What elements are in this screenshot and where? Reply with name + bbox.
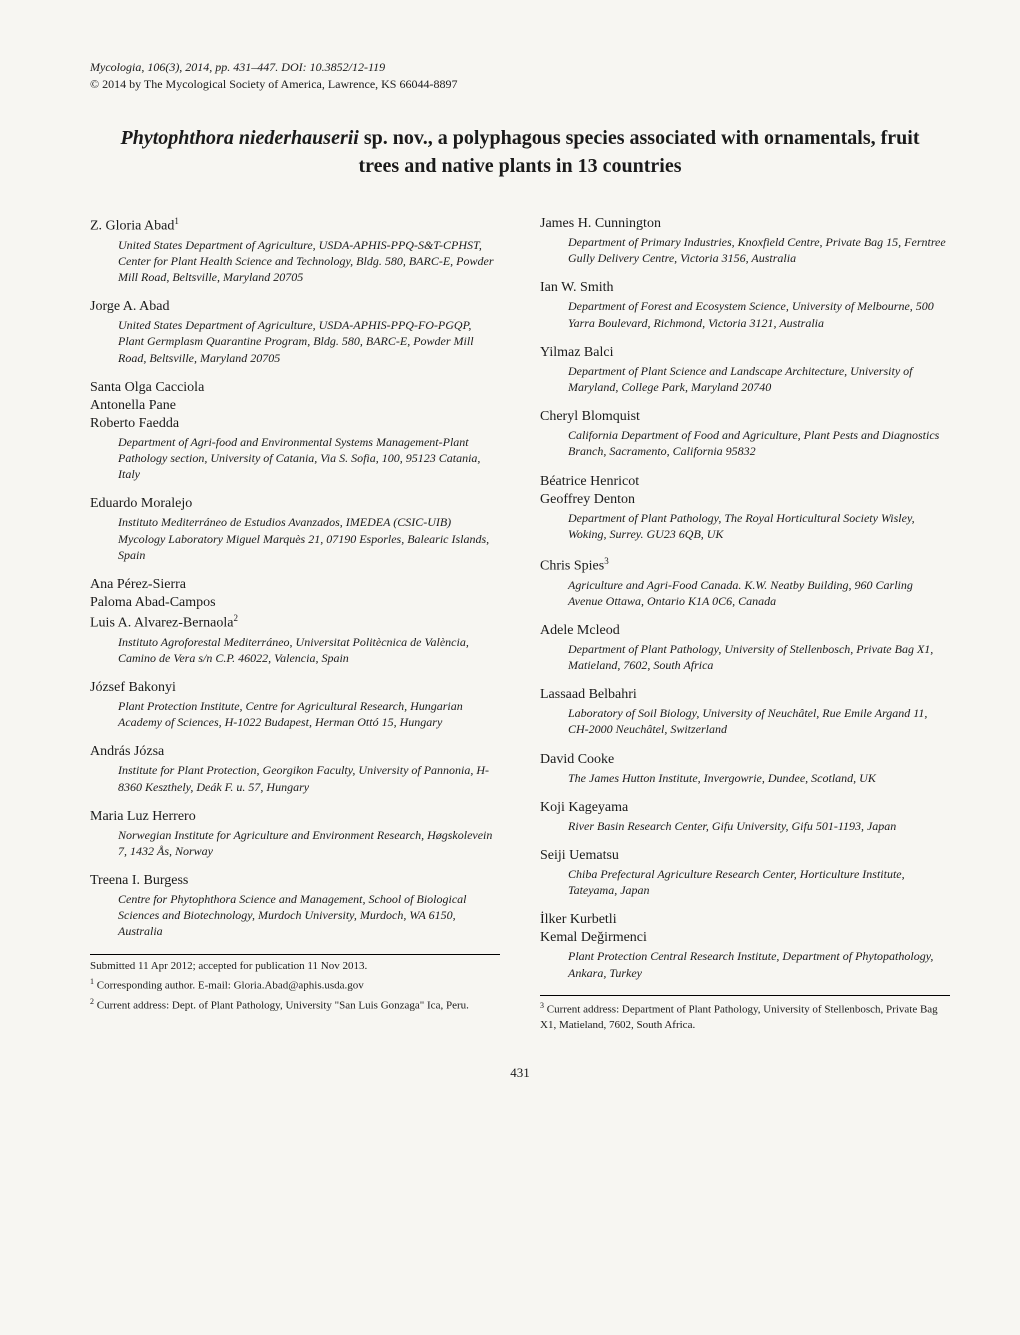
- footnote-rule: [540, 995, 950, 996]
- journal-header: Mycologia, 106(3), 2014, pp. 431–447. DO…: [90, 60, 950, 92]
- author-name: Lassaad Belbahri: [540, 687, 950, 703]
- author-name: József Bakonyi: [90, 680, 500, 696]
- author-affiliation: Centre for Phytophthora Science and Mana…: [90, 891, 500, 940]
- copyright-line: © 2014 by The Mycological Society of Ame…: [90, 77, 950, 92]
- author-block: Béatrice Henricot: [540, 474, 950, 490]
- author-block: Antonella Pane: [90, 398, 500, 414]
- author-block: József Bakonyi Plant Protection Institute…: [90, 680, 500, 730]
- author-affiliation: Department of Agri-food and Environmenta…: [90, 434, 500, 483]
- author-name: Seiji Uematsu: [540, 848, 950, 864]
- author-affiliation: Chiba Prefectural Agriculture Research C…: [540, 866, 950, 898]
- author-affiliation: Agriculture and Agri-Food Canada. K.W. N…: [540, 577, 950, 609]
- author-name: Ian W. Smith: [540, 280, 950, 296]
- author-affiliation: United States Department of Agriculture,…: [90, 317, 500, 366]
- author-block: Kemal Değirmenci Plant Protection Central…: [540, 930, 950, 980]
- author-affiliation: Plant Protection Institute, Centre for A…: [90, 698, 500, 730]
- author-block: Paloma Abad-Campos: [90, 595, 500, 611]
- author-block: Chris Spies3 Agriculture and Agri-Food Ca…: [540, 556, 950, 609]
- author-affiliation: Instituto Mediterráneo de Estudios Avanz…: [90, 514, 500, 563]
- author-name: Jorge A. Abad: [90, 299, 500, 315]
- author-affiliation: Department of Forest and Ecosystem Scien…: [540, 298, 950, 330]
- author-block: James H. Cunnington Department of Primary…: [540, 216, 950, 266]
- author-block: Roberto Faedda Department of Agri-food an…: [90, 416, 500, 483]
- author-block: İlker Kurbetli: [540, 912, 950, 928]
- author-name: James H. Cunnington: [540, 216, 950, 232]
- footnote-superscript: 3: [540, 1001, 544, 1010]
- footnote-line: 3 Current address: Department of Plant P…: [540, 1000, 950, 1033]
- author-block: Jorge A. Abad United States Department of…: [90, 299, 500, 366]
- title-rest: sp. nov., a polyphagous species associat…: [359, 127, 920, 177]
- footnote-line: 1 Corresponding author. E-mail: Gloria.A…: [90, 976, 500, 994]
- author-name: Cheryl Blomquist: [540, 409, 950, 425]
- author-affiliation: Department of Plant Science and Landscap…: [540, 363, 950, 395]
- author-block: Santa Olga Cacciola: [90, 380, 500, 396]
- author-name: Roberto Faedda: [90, 416, 500, 432]
- author-block: David Cooke The James Hutton Institute, I…: [540, 752, 950, 786]
- author-name: Antonella Pane: [90, 398, 500, 414]
- author-block: Yilmaz Balci Department of Plant Science …: [540, 345, 950, 395]
- author-name: András Józsa: [90, 744, 500, 760]
- footnote-rule: [90, 954, 500, 955]
- author-affiliation: River Basin Research Center, Gifu Univer…: [540, 818, 950, 834]
- author-name: Treena I. Burgess: [90, 873, 500, 889]
- right-column: James H. Cunnington Department of Primary…: [540, 216, 950, 1035]
- page-number: 431: [90, 1065, 950, 1081]
- author-block: Geoffrey Denton Department of Plant Patho…: [540, 492, 950, 542]
- author-block: Adele Mcleod Department of Plant Patholog…: [540, 623, 950, 673]
- author-block: Ian W. Smith Department of Forest and Eco…: [540, 280, 950, 330]
- author-name: Luis A. Alvarez-Bernaola2: [90, 613, 500, 632]
- author-affiliation: The James Hutton Institute, Invergowrie,…: [540, 770, 950, 786]
- footnote-superscript: 1: [90, 977, 94, 986]
- author-name: Béatrice Henricot: [540, 474, 950, 490]
- author-name: Z. Gloria Abad1: [90, 216, 500, 235]
- footnote-superscript: 2: [90, 997, 94, 1006]
- author-affiliation: Norwegian Institute for Agriculture and …: [90, 827, 500, 859]
- author-block: Maria Luz Herrero Norwegian Institute for…: [90, 809, 500, 859]
- authors-container: Z. Gloria Abad1 United States Department …: [90, 216, 950, 1035]
- author-superscript: 1: [174, 216, 179, 226]
- author-name: Santa Olga Cacciola: [90, 380, 500, 396]
- author-block: Koji Kageyama River Basin Research Center…: [540, 800, 950, 834]
- author-affiliation: Department of Plant Pathology, Universit…: [540, 641, 950, 673]
- left-footnotes: Submitted 11 Apr 2012; accepted for publ…: [90, 954, 500, 1014]
- author-affiliation: Plant Protection Central Research Instit…: [540, 948, 950, 980]
- author-name: Yilmaz Balci: [540, 345, 950, 361]
- author-block: Lassaad Belbahri Laboratory of Soil Biolo…: [540, 687, 950, 737]
- author-name: Geoffrey Denton: [540, 492, 950, 508]
- footnote-line: Submitted 11 Apr 2012; accepted for publ…: [90, 959, 500, 974]
- author-affiliation: Department of Plant Pathology, The Royal…: [540, 510, 950, 542]
- author-name: Kemal Değirmenci: [540, 930, 950, 946]
- author-affiliation: Institute for Plant Protection, Georgiko…: [90, 762, 500, 794]
- footnote-line: 2 Current address: Dept. of Plant Pathol…: [90, 996, 500, 1014]
- author-affiliation: Laboratory of Soil Biology, University o…: [540, 705, 950, 737]
- author-affiliation: California Department of Food and Agricu…: [540, 427, 950, 459]
- author-block: Seiji Uematsu Chiba Prefectural Agricultu…: [540, 848, 950, 898]
- author-name: Paloma Abad-Campos: [90, 595, 500, 611]
- left-column: Z. Gloria Abad1 United States Department …: [90, 216, 500, 1035]
- author-name: Koji Kageyama: [540, 800, 950, 816]
- author-name: Chris Spies3: [540, 556, 950, 575]
- author-affiliation: Department of Primary Industries, Knoxfi…: [540, 234, 950, 266]
- author-name: İlker Kurbetli: [540, 912, 950, 928]
- author-block: Treena I. Burgess Centre for Phytophthora…: [90, 873, 500, 940]
- author-affiliation: Instituto Agroforestal Mediterráneo, Uni…: [90, 634, 500, 666]
- article-title: Phytophthora niederhauserii sp. nov., a …: [120, 124, 920, 180]
- author-block: Ana Pérez-Sierra: [90, 577, 500, 593]
- author-block: András Józsa Institute for Plant Protecti…: [90, 744, 500, 794]
- author-block: Luis A. Alvarez-Bernaola2 Instituto Agrof…: [90, 613, 500, 666]
- author-name: Ana Pérez-Sierra: [90, 577, 500, 593]
- author-affiliation: United States Department of Agriculture,…: [90, 237, 500, 286]
- author-name: Adele Mcleod: [540, 623, 950, 639]
- author-name: Eduardo Moralejo: [90, 496, 500, 512]
- author-name: Maria Luz Herrero: [90, 809, 500, 825]
- author-name: David Cooke: [540, 752, 950, 768]
- author-block: Eduardo Moralejo Instituto Mediterráneo d…: [90, 496, 500, 563]
- author-superscript: 3: [604, 556, 609, 566]
- author-superscript: 2: [233, 613, 238, 623]
- journal-info: Mycologia, 106(3), 2014, pp. 431–447. DO…: [90, 60, 950, 75]
- author-block: Cheryl Blomquist California Department of…: [540, 409, 950, 459]
- species-name: Phytophthora niederhauserii: [120, 127, 358, 149]
- author-block: Z. Gloria Abad1 United States Department …: [90, 216, 500, 285]
- right-footnotes: 3 Current address: Department of Plant P…: [540, 995, 950, 1033]
